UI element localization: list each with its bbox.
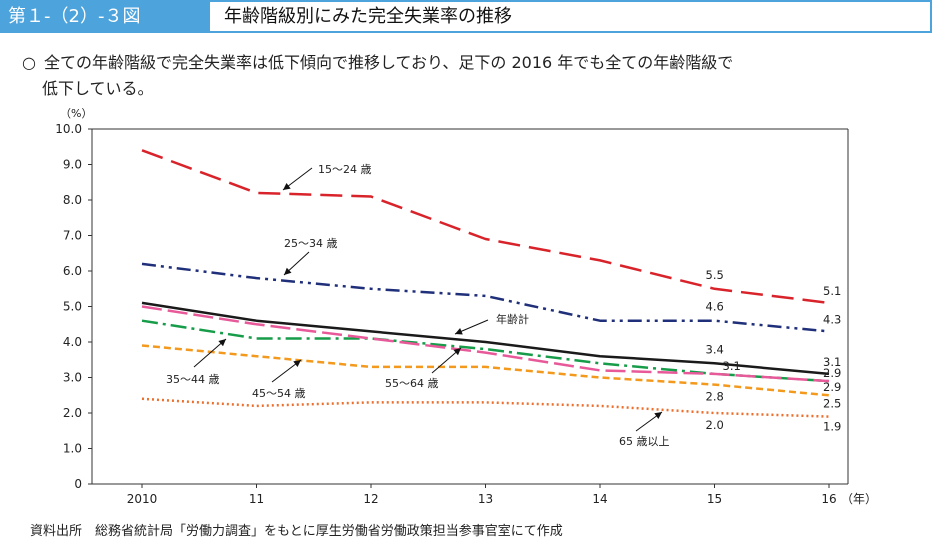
data-label: 1.9	[823, 420, 841, 434]
y-tick-label: 4.0	[63, 335, 82, 349]
series-line	[141, 344, 830, 397]
data-label: 3.1	[823, 355, 841, 369]
figure-title: 年齢階級別にみた完全失業率の推移	[208, 0, 932, 33]
series-name-label: 45～54 歳	[252, 387, 306, 400]
data-label: 3.4	[706, 342, 724, 356]
y-tick-label: 10.0	[55, 122, 82, 136]
data-label: 2.9	[823, 366, 841, 380]
summary-line-1: 全ての年齢階級で完全失業率は低下傾向で推移しており、足下の 2016 年でも全て…	[44, 53, 734, 72]
x-tick-label: 15	[707, 492, 722, 506]
bullet-mark: ○	[22, 53, 36, 72]
y-tick-label: 5.0	[63, 300, 82, 314]
y-tick-label: 7.0	[63, 229, 82, 243]
y-tick-label: 6.0	[63, 264, 82, 278]
data-label: 2.0	[706, 418, 724, 432]
chart-series	[141, 149, 830, 418]
x-tick-label: 11	[249, 492, 264, 506]
y-tick-label: 2.0	[63, 406, 82, 420]
figure-header: 第１-（2）-３図 年齢階級別にみた完全失業率の推移	[0, 0, 932, 33]
series-line	[141, 262, 830, 333]
figure-number: 第１-（2）-３図	[0, 0, 208, 33]
series-line	[141, 397, 830, 418]
data-label: 2.5	[823, 396, 841, 410]
series-name-label: 25～34 歳	[284, 237, 338, 250]
data-label: 5.5	[706, 268, 724, 282]
data-label: 2.9	[823, 380, 841, 394]
series-name-label: 35～44 歳	[166, 373, 220, 386]
series-line	[141, 301, 830, 376]
y-tick-label: 1.0	[63, 442, 82, 456]
data-label: 3.1	[723, 359, 741, 373]
y-tick-label: 3.0	[63, 371, 82, 385]
summary-line-2: 低下している。	[42, 79, 154, 98]
series-name-label: 55～64 歳	[385, 377, 439, 390]
series-name-label: 年齢計	[496, 312, 529, 326]
source-note: 資料出所 総務省統計局「労働力調査」をもとに厚生労働省労働政策担当参事官室にて作…	[30, 524, 563, 539]
summary-text: ○ 全ての年齢階級で完全失業率は低下傾向で推移しており、足下の 2016 年でも全…	[22, 50, 922, 102]
y-tick-label: 0	[74, 477, 82, 491]
leader-arrowhead	[284, 267, 292, 275]
y-axis-unit: （%）	[60, 107, 92, 120]
series-line	[141, 305, 830, 383]
leader-line	[193, 338, 227, 368]
chart-axes: 0 1.0 2.0 3.0 4.0 5.0 6.0 7.0 8.0 9.0 10.0 （%） 2010 1…	[55, 107, 877, 506]
x-tick-label: 2010	[127, 492, 158, 506]
leader-arrowhead	[654, 412, 662, 419]
data-label: 4.3	[823, 312, 841, 326]
x-tick-label: 13	[478, 492, 493, 506]
leader-arrowhead	[293, 360, 301, 367]
y-tick-label: 9.0	[63, 158, 82, 172]
leader-arrowhead	[283, 183, 291, 190]
leader-arrowhead	[218, 339, 226, 347]
data-label: 4.6	[706, 300, 724, 314]
series-name-label: 65 歳以上	[619, 435, 670, 448]
series-name-label: 15～24 歳	[318, 163, 372, 176]
data-label: 2.8	[706, 390, 724, 404]
data-label: 5.1	[823, 284, 841, 298]
leader-arrowhead	[455, 328, 463, 335]
y-tick-label: 8.0	[63, 193, 82, 207]
leader-arrowhead	[453, 348, 461, 356]
series-line	[141, 149, 830, 305]
x-tick-label: 16	[821, 492, 836, 506]
x-axis-unit: （年）	[841, 492, 877, 506]
x-tick-label: 12	[363, 492, 378, 506]
x-tick-label: 14	[592, 492, 607, 506]
